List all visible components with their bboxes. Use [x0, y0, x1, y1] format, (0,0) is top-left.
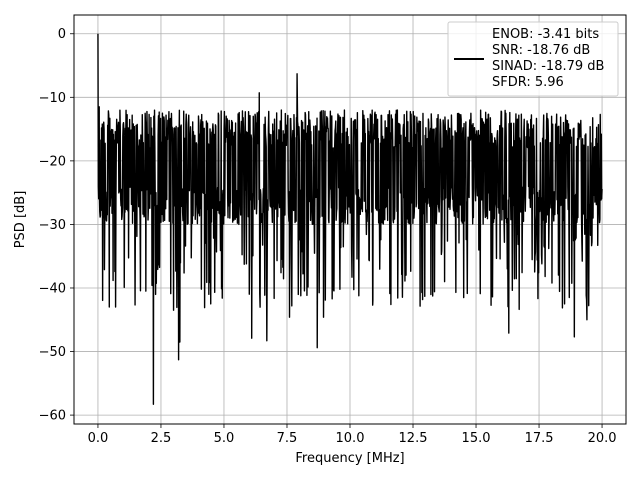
legend-text-sinad: SINAD: -18.79 dB — [492, 59, 604, 74]
x-tick-label: 0.0 — [88, 431, 109, 446]
x-axis-label: Frequency [MHz] — [295, 451, 404, 466]
x-tick-label: 15.0 — [462, 431, 491, 446]
legend-text-enob: ENOB: -3.41 bits — [492, 27, 599, 42]
y-tick-label: 0 — [58, 27, 66, 42]
x-tick-label: 2.5 — [151, 431, 172, 446]
x-tick-label: 5.0 — [214, 431, 235, 446]
y-tick-label: −20 — [39, 154, 66, 169]
psd-series-line — [97, 33, 603, 405]
y-axis-label: PSD [dB] — [13, 191, 28, 249]
legend-box — [447, 21, 619, 97]
legend: ENOB: -3.41 bits SNR: -18.76 dB SINAD: -… — [447, 21, 619, 97]
y-tick-label: −50 — [39, 345, 66, 360]
ticks: 0.0 2.5 5.0 7.5 10.0 12.5 15.0 17.5 20.0 0 −10 −20 −… — [39, 27, 617, 446]
x-tick-label: 10.0 — [336, 431, 365, 446]
legend-text-sfdr: SFDR: 5.96 — [492, 75, 564, 90]
y-tick-label: −30 — [39, 218, 66, 233]
x-tick-label: 12.5 — [399, 431, 428, 446]
x-tick-label: 7.5 — [277, 431, 298, 446]
y-tick-label: −40 — [39, 281, 66, 296]
legend-text-snr: SNR: -18.76 dB — [492, 43, 590, 58]
x-tick-label: 17.5 — [525, 431, 554, 446]
y-tick-label: −10 — [39, 91, 66, 106]
x-tick-label: 20.0 — [588, 431, 617, 446]
series-layer — [97, 33, 603, 405]
y-tick-label: −60 — [39, 409, 66, 424]
